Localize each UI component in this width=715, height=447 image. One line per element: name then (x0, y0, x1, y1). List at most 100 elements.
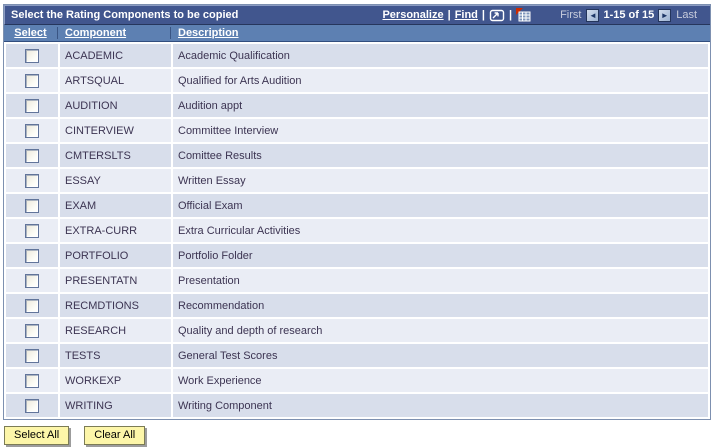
grid-body: ACADEMIC Academic Qualification ARTSQUAL… (4, 42, 710, 417)
grid-title: Select the Rating Components to be copie… (11, 9, 239, 21)
row-checkbox[interactable] (25, 298, 39, 313)
component-cell: WRITING (60, 394, 171, 417)
row-checkbox[interactable] (25, 98, 39, 113)
column-header-description[interactable]: Description (178, 27, 239, 39)
personalize-link[interactable]: Personalize (382, 9, 444, 21)
view-all-popout-icon[interactable] (489, 9, 505, 22)
description-cell: Recommendation (173, 294, 708, 317)
table-row: WRITING Writing Component (6, 394, 708, 417)
table-row: RESEARCH Quality and depth of research (6, 319, 708, 342)
description-cell: Writing Component (173, 394, 708, 417)
next-page-icon[interactable]: ► (658, 8, 672, 22)
toolbar-separator: | (508, 9, 513, 21)
last-page-label: Last (676, 9, 697, 21)
row-checkbox[interactable] (25, 123, 39, 138)
row-checkbox[interactable] (25, 273, 39, 288)
prev-page-icon[interactable]: ◄ (586, 8, 600, 22)
description-cell: General Test Scores (173, 344, 708, 367)
column-header-select[interactable]: Select (4, 27, 58, 39)
component-cell: PORTFOLIO (60, 244, 171, 267)
description-cell: Comittee Results (173, 144, 708, 167)
table-row: AUDITION Audition appt (6, 94, 708, 117)
select-cell (6, 394, 58, 417)
description-cell: Qualified for Arts Audition (173, 69, 708, 92)
table-row: ACADEMIC Academic Qualification (6, 44, 708, 67)
description-cell: Quality and depth of research (173, 319, 708, 342)
table-row: EXAM Official Exam (6, 194, 708, 217)
description-cell: Academic Qualification (173, 44, 708, 67)
select-cell (6, 69, 58, 92)
column-header-row: Select Component Description (4, 25, 710, 42)
table-row: CINTERVIEW Committee Interview (6, 119, 708, 142)
table-row: ESSAY Written Essay (6, 169, 708, 192)
component-cell: ACADEMIC (60, 44, 171, 67)
component-cell: AUDITION (60, 94, 171, 117)
table-row: TESTS General Test Scores (6, 344, 708, 367)
grid-toolbar: Personalize | Find | | (382, 8, 531, 22)
row-checkbox[interactable] (25, 73, 39, 88)
download-to-spreadsheet-icon[interactable] (516, 8, 531, 22)
row-checkbox[interactable] (25, 373, 39, 388)
select-cell (6, 94, 58, 117)
find-link[interactable]: Find (454, 9, 478, 21)
row-checkbox[interactable] (25, 398, 39, 413)
action-button-bar: Select All Clear All (4, 426, 712, 445)
clear-all-button[interactable]: Clear All (84, 426, 146, 445)
component-cell: ARTSQUAL (60, 69, 171, 92)
table-row: PORTFOLIO Portfolio Folder (6, 244, 708, 267)
toolbar-separator: | (481, 9, 485, 21)
select-cell (6, 194, 58, 217)
description-cell: Official Exam (173, 194, 708, 217)
first-page-label: First (560, 9, 582, 21)
description-cell: Presentation (173, 269, 708, 292)
table-row: CMTERSLTS Comittee Results (6, 144, 708, 167)
grid-titlebar: Select the Rating Components to be copie… (4, 5, 710, 25)
description-cell: Committee Interview (173, 119, 708, 142)
component-cell: EXAM (60, 194, 171, 217)
description-cell: Work Experience (173, 369, 708, 392)
component-cell: CINTERVIEW (60, 119, 171, 142)
select-cell (6, 169, 58, 192)
table-row: WORKEXP Work Experience (6, 369, 708, 392)
component-cell: EXTRA-CURR (60, 219, 171, 242)
table-row: ARTSQUAL Qualified for Arts Audition (6, 69, 708, 92)
component-cell: WORKEXP (60, 369, 171, 392)
description-cell: Extra Curricular Activities (173, 219, 708, 242)
row-checkbox[interactable] (25, 48, 39, 63)
table-row: EXTRA-CURR Extra Curricular Activities (6, 219, 708, 242)
component-cell: ESSAY (60, 169, 171, 192)
toolbar-separator: | (447, 9, 451, 21)
select-all-button[interactable]: Select All (4, 426, 70, 445)
row-checkbox[interactable] (25, 148, 39, 163)
column-header-component[interactable]: Component (58, 27, 171, 39)
select-cell (6, 294, 58, 317)
row-checkbox[interactable] (25, 348, 39, 363)
grid-pagination: First ◄ 1-15 of 15 ► Last (555, 8, 702, 22)
select-cell (6, 144, 58, 167)
description-cell: Audition appt (173, 94, 708, 117)
table-row: RECMDTIONS Recommendation (6, 294, 708, 317)
select-cell (6, 269, 58, 292)
component-cell: CMTERSLTS (60, 144, 171, 167)
component-cell: RESEARCH (60, 319, 171, 342)
row-checkbox[interactable] (25, 248, 39, 263)
select-cell (6, 219, 58, 242)
select-cell (6, 369, 58, 392)
description-cell: Written Essay (173, 169, 708, 192)
table-row: PRESENTATN Presentation (6, 269, 708, 292)
component-cell: PRESENTATN (60, 269, 171, 292)
row-checkbox[interactable] (25, 323, 39, 338)
pagination-range: 1-15 of 15 (603, 9, 655, 21)
select-cell (6, 44, 58, 67)
select-cell (6, 319, 58, 342)
component-cell: TESTS (60, 344, 171, 367)
row-checkbox[interactable] (25, 198, 39, 213)
select-cell (6, 344, 58, 367)
select-cell (6, 244, 58, 267)
row-checkbox[interactable] (25, 223, 39, 238)
row-checkbox[interactable] (25, 173, 39, 188)
rating-components-grid: Select the Rating Components to be copie… (3, 4, 711, 420)
select-cell (6, 119, 58, 142)
component-cell: RECMDTIONS (60, 294, 171, 317)
